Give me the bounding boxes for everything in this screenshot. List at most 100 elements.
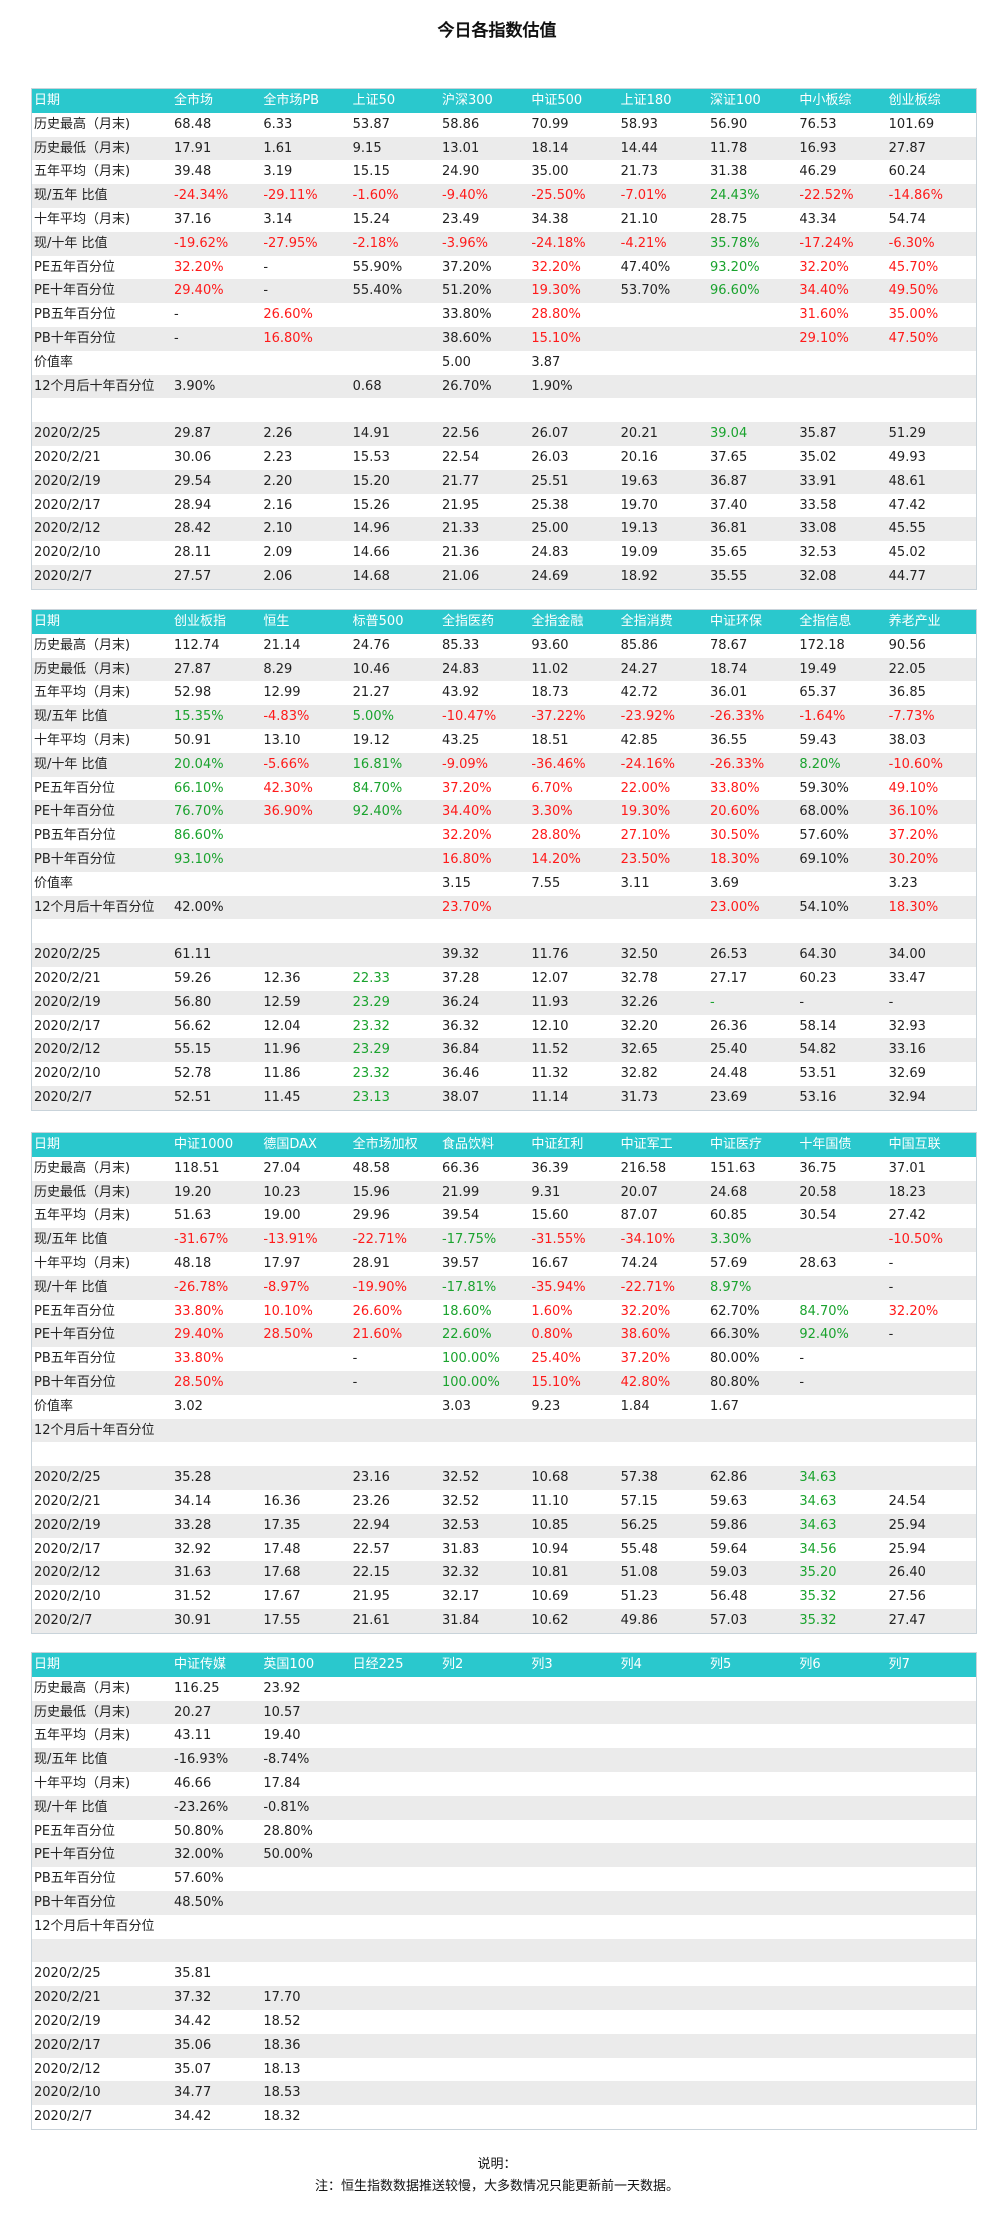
value-cell — [708, 1939, 797, 1963]
table-row: PE十年百分位 29.40% 28.50% 21.60% 22.60% 0.80% 38.6… — [32, 1323, 976, 1348]
value-cell: 78.67 — [710, 637, 748, 653]
row-label-cell: PB十年百分位 — [34, 851, 116, 867]
table-row: PB十年百分位 - 16.80% 38.60% 15.10% 29.10% 47.50% — [32, 326, 976, 351]
value-cell: 17.55 — [263, 1612, 301, 1628]
table-row — [32, 1938, 976, 1963]
value-cell: -8.74% — [263, 1752, 310, 1768]
value-cell: 18.13 — [263, 2061, 301, 2077]
value-cell: 14.68 — [352, 568, 390, 584]
value-cell — [887, 1419, 976, 1443]
value-cell: 62.86 — [710, 1470, 748, 1486]
value-cell — [708, 2058, 797, 2082]
value-cell: 11.45 — [263, 1089, 301, 1105]
value-cell: 32.82 — [620, 1066, 658, 1082]
table-row: PE十年百分位 76.70% 36.90% 92.40% 34.40% 3.30% 19.3… — [32, 800, 976, 825]
value-cell: 56.62 — [174, 1018, 212, 1034]
value-cell: 32.08 — [799, 568, 837, 584]
value-cell: 57.69 — [710, 1255, 748, 1271]
value-cell — [797, 1419, 886, 1443]
value-cell — [261, 1395, 350, 1419]
table-row: PB十年百分位 93.10% 16.80% 14.20% 23.50% 18.30% 69.… — [32, 847, 976, 872]
value-cell: -17.75% — [442, 1232, 497, 1248]
value-cell — [708, 1442, 797, 1466]
value-cell: 21.36 — [442, 545, 480, 561]
value-cell: -4.21% — [620, 235, 667, 251]
value-cell — [440, 1701, 529, 1725]
value-cell: 43.11 — [174, 1728, 212, 1744]
value-cell: 57.38 — [620, 1470, 658, 1486]
value-cell — [529, 919, 618, 943]
row-label-cell: PE十年百分位 — [34, 804, 116, 820]
value-cell: 22.56 — [442, 426, 480, 442]
value-cell: 10.94 — [531, 1541, 569, 1557]
value-cell — [797, 2058, 886, 2082]
row-label-cell: 12个月后十年百分位 — [34, 1918, 155, 1934]
value-cell — [529, 1986, 618, 2010]
table-row: 12个月后十年百分位 3.90% 0.68 26.70% 1.90% — [32, 374, 976, 399]
value-cell: 17.68 — [263, 1565, 301, 1581]
value-cell: 28.80% — [531, 307, 581, 323]
value-cell: 25.00 — [531, 521, 569, 537]
value-cell: 14.96 — [352, 521, 390, 537]
value-cell: 32.20 — [620, 1018, 658, 1034]
value-cell: 27.57 — [174, 568, 212, 584]
value-cell — [887, 2058, 976, 2082]
value-cell: 28.80% — [263, 1823, 313, 1839]
notes-text: 注：恒生指数数据推送较慢，大多数情况只能更新前一天数据。 — [314, 2179, 679, 2194]
value-cell: 37.20% — [888, 828, 939, 844]
value-cell: 57.60% — [174, 1871, 224, 1887]
value-cell — [172, 398, 261, 422]
value-cell — [440, 1915, 529, 1939]
table-row: 2020/2/19 29.54 2.20 15.20 21.77 25.51 19.63 36… — [32, 469, 976, 494]
value-cell — [351, 943, 440, 967]
value-cell — [619, 327, 708, 351]
value-cell: 60.85 — [710, 1208, 748, 1224]
value-cell: 2.16 — [263, 497, 293, 513]
table-row: PE五年百分位 32.20% - 55.90% 37.20% 32.20% 47.40% 93… — [32, 255, 976, 280]
value-cell — [797, 1276, 886, 1300]
table-row: 十年平均（月末) 37.16 3.14 15.24 23.49 34.38 21.10 28.… — [32, 207, 976, 232]
header-cell: 中证500 — [531, 93, 583, 108]
value-cell: 55.15 — [174, 1042, 212, 1058]
header-cell: 全指金融 — [531, 614, 584, 629]
value-cell: 36.75 — [799, 1160, 837, 1176]
table-header-row: 日期 创业板指 恒生 标普500 全指医药 全指金融 全指消费 中证环保 全指信息 养老产业 — [32, 610, 976, 634]
value-cell: 9.31 — [531, 1184, 561, 1200]
value-cell — [708, 1772, 797, 1796]
row-label-cell: 十年平均（月末) — [34, 211, 131, 227]
value-cell: 34.40% — [799, 283, 849, 299]
value-cell: 34.63 — [799, 1493, 837, 1509]
value-cell — [440, 1796, 529, 1820]
value-cell: -9.09% — [442, 756, 488, 772]
value-cell: 14.91 — [352, 426, 390, 442]
value-cell — [440, 1986, 529, 2010]
header-cell: 十年国债 — [799, 1137, 852, 1152]
value-cell — [440, 2105, 529, 2129]
value-cell: -14.86% — [888, 188, 943, 204]
value-cell: 36.85 — [888, 685, 926, 701]
value-cell: 68.48 — [174, 116, 212, 132]
row-label-cell: PB十年百分位 — [34, 1374, 116, 1390]
value-cell: 32.00% — [174, 1847, 224, 1863]
value-cell — [351, 1986, 440, 2010]
table-row: PB五年百分位 33.80% - 100.00% 25.40% 37.20% 80.00% - — [32, 1347, 976, 1371]
value-cell: 8.97% — [710, 1279, 752, 1295]
header-cell: 列7 — [888, 1657, 910, 1672]
value-cell: 32.52 — [442, 1470, 480, 1486]
row-label-cell: 2020/2/17 — [34, 1541, 101, 1557]
value-cell: 27.87 — [174, 661, 212, 677]
value-cell: 28.80% — [531, 828, 581, 844]
value-cell — [619, 896, 708, 920]
value-cell: 49.10% — [888, 780, 939, 796]
value-cell: - — [174, 307, 179, 323]
value-cell: 32.50 — [620, 947, 658, 963]
value-cell: 32.20% — [174, 259, 224, 275]
value-cell: 64.30 — [799, 947, 837, 963]
value-cell: 23.49 — [442, 211, 480, 227]
value-cell — [529, 2034, 618, 2058]
value-cell: 37.28 — [442, 970, 480, 986]
value-cell: 34.40% — [442, 804, 492, 820]
value-cell: 19.09 — [620, 545, 658, 561]
value-cell: 12.99 — [263, 685, 301, 701]
value-cell: 35.06 — [174, 2037, 212, 2053]
